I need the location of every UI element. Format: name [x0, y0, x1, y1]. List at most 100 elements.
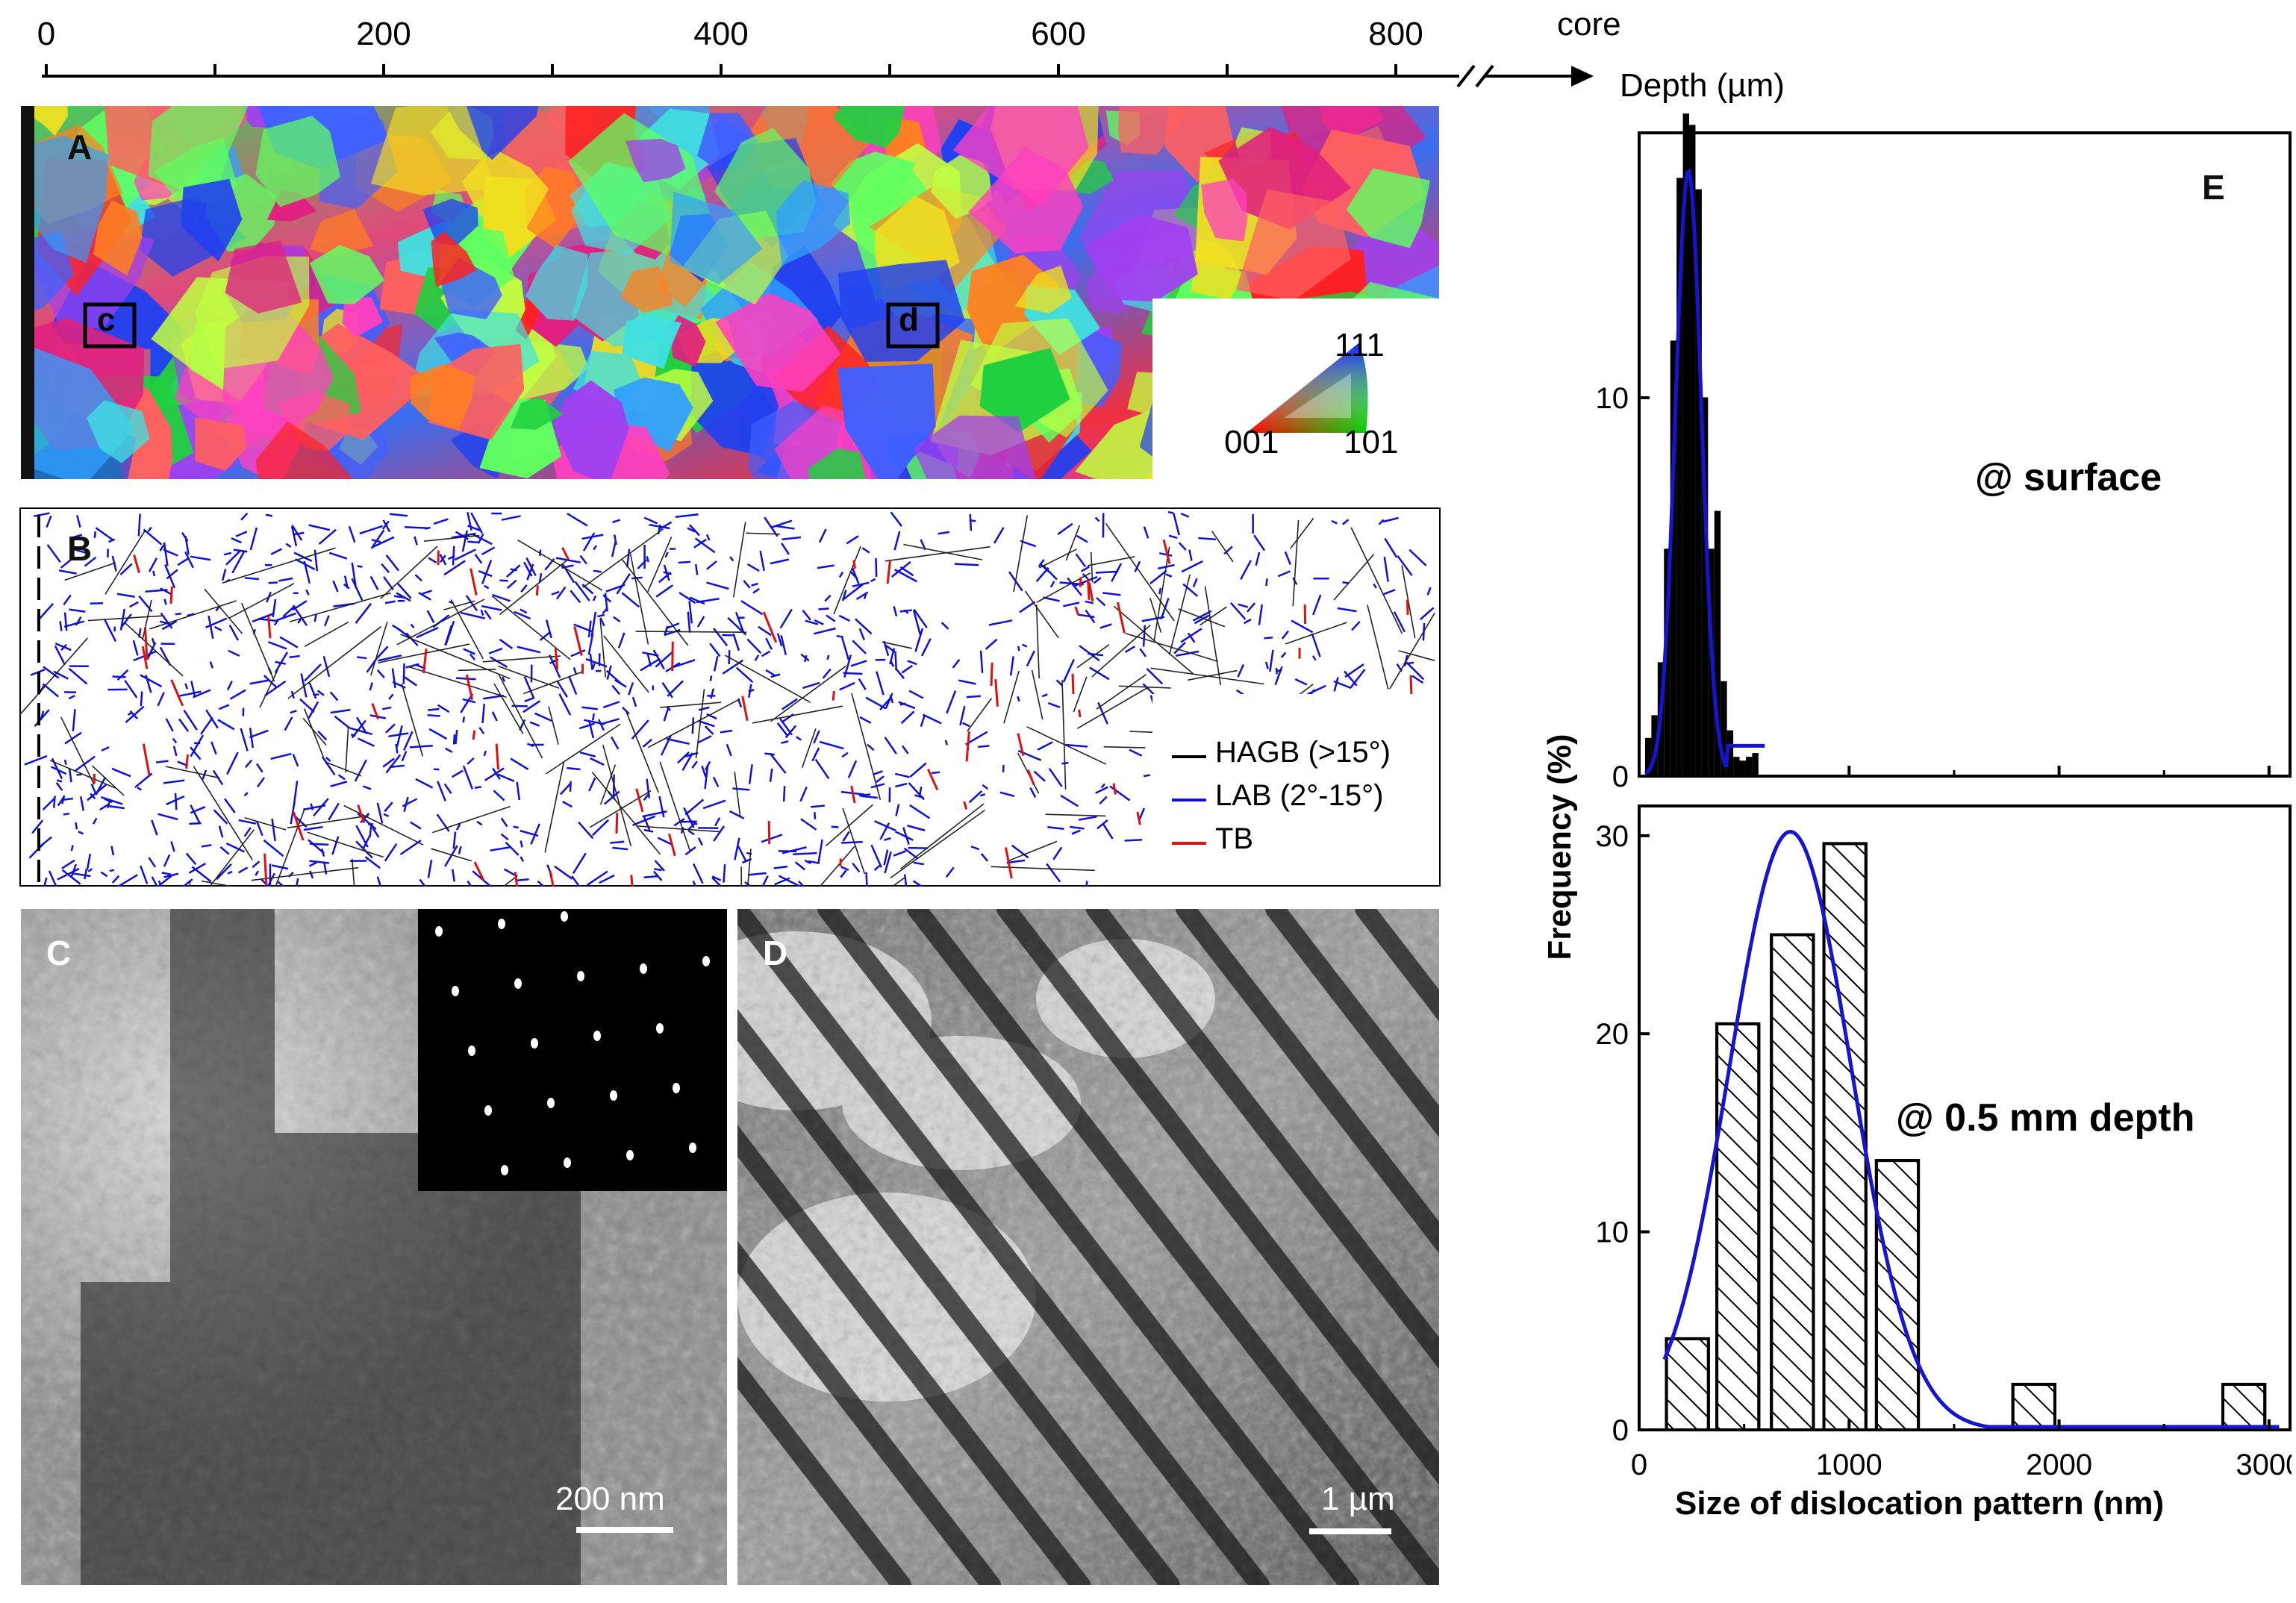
grain	[1201, 178, 1248, 242]
lab-boundary	[1426, 587, 1432, 596]
grain	[309, 245, 385, 304]
hagb-boundary	[251, 866, 359, 881]
lab-boundary	[621, 592, 640, 608]
grain	[255, 116, 340, 207]
twin-boundary	[990, 662, 993, 687]
lab-boundary	[746, 563, 760, 572]
lab-boundary	[993, 527, 1005, 544]
x-axis-title: Size of dislocation pattern (nm)	[1675, 1485, 2165, 1522]
lab-boundary	[1253, 534, 1266, 551]
lab-boundary	[372, 827, 380, 838]
lab-boundary	[1094, 516, 1100, 522]
lab-boundary	[100, 871, 108, 878]
lab-boundary	[1075, 553, 1087, 568]
hagb-boundary	[458, 669, 496, 672]
lab-boundary	[841, 751, 849, 758]
hagb-boundary	[302, 717, 327, 746]
lab-boundary	[642, 810, 667, 818]
lab-boundary	[1033, 770, 1046, 782]
x-tick-label: 1000	[1816, 1449, 1882, 1481]
lab-boundary	[1081, 566, 1090, 572]
lab-boundary	[893, 850, 907, 857]
lab-boundary	[1149, 569, 1167, 584]
lab-boundary	[969, 519, 976, 522]
lab-boundary	[1069, 825, 1085, 830]
lab-boundary	[867, 743, 875, 751]
twin-boundary	[573, 626, 583, 656]
hagb-boundary	[303, 708, 324, 757]
lab-boundary	[362, 785, 372, 790]
lab-boundary	[643, 875, 659, 879]
diffraction-spot	[577, 971, 584, 981]
twin-boundary	[185, 754, 189, 769]
grain	[181, 178, 243, 262]
lab-boundary	[157, 880, 163, 887]
twin-boundary	[170, 679, 184, 707]
lab-boundary	[658, 796, 665, 818]
grain	[837, 260, 965, 362]
lab-boundary	[190, 681, 196, 698]
lab-boundary	[1397, 555, 1413, 576]
lab-boundary	[711, 875, 722, 881]
lab-boundary	[838, 614, 851, 622]
lab-boundary	[59, 621, 63, 631]
diffraction-spot	[484, 1105, 492, 1116]
lab-boundary	[570, 590, 581, 604]
lab-boundary	[842, 831, 850, 842]
histogram-bar	[1714, 510, 1721, 777]
lab-boundary	[46, 544, 61, 563]
lab-boundary	[213, 809, 228, 825]
hagb-boundary	[432, 805, 511, 834]
hagb-boundary	[307, 831, 384, 858]
lab-boundary	[895, 772, 910, 778]
lab-boundary	[678, 560, 691, 564]
twin-boundary	[292, 811, 305, 841]
boundary-map	[19, 507, 1441, 887]
hagb-boundary	[165, 766, 220, 779]
hagb-boundary	[1105, 522, 1175, 622]
lab-boundary	[530, 823, 540, 845]
lab-boundary	[692, 881, 697, 887]
lab-boundary	[354, 759, 367, 782]
hagb-boundary	[599, 764, 617, 805]
histogram-bar	[1739, 760, 1746, 777]
lab-boundary	[1037, 741, 1053, 751]
histogram-bar-hatch	[1874, 1159, 1921, 1431]
lab-boundary	[602, 701, 620, 709]
lab-boundary	[84, 869, 88, 880]
lab-boundary	[780, 634, 787, 655]
hagb-boundary	[396, 599, 485, 646]
lab-boundary	[388, 693, 394, 700]
lab-boundary	[454, 549, 476, 561]
lab-boundary	[773, 865, 788, 869]
lab-boundary	[713, 656, 719, 672]
lab-boundary	[187, 613, 195, 617]
lab-boundary	[761, 650, 771, 657]
lab-boundary	[838, 571, 844, 578]
lab-boundary	[111, 767, 131, 778]
lab-boundary	[861, 547, 870, 554]
lab-boundary	[48, 870, 57, 887]
hagb-boundary	[149, 600, 237, 630]
lab-boundary	[879, 822, 890, 840]
twin-boundary	[495, 743, 499, 770]
lab-boundary	[642, 738, 652, 748]
lab-boundary	[321, 756, 336, 776]
depth-tick-label: 400	[693, 16, 748, 52]
lab-boundary	[559, 783, 572, 796]
lab-boundary	[1055, 679, 1064, 687]
dislocation-band	[81, 1282, 305, 1585]
lab-boundary	[1311, 633, 1321, 657]
hagb-boundary	[900, 803, 985, 869]
hagb-boundary	[890, 809, 986, 879]
lab-boundary	[876, 775, 885, 783]
lab-boundary	[472, 870, 491, 887]
grain	[776, 180, 851, 266]
lab-boundary	[689, 596, 705, 605]
x-tick-label: 0	[1631, 1449, 1647, 1481]
hagb-boundary	[833, 546, 861, 615]
lab-boundary	[481, 703, 486, 724]
hagb-boundary	[1045, 813, 1106, 817]
lab-boundary	[69, 608, 86, 613]
lab-boundary	[291, 525, 303, 541]
